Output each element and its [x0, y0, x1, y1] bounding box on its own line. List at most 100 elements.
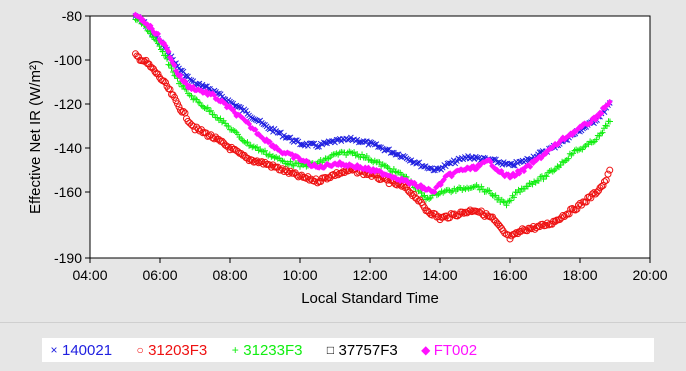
data-point [495, 195, 502, 202]
data-point [540, 176, 547, 183]
data-point [351, 149, 358, 156]
data-point [465, 153, 471, 159]
data-point [168, 65, 175, 72]
data-point [287, 134, 294, 141]
data-point [283, 168, 291, 176]
data-point [316, 143, 322, 150]
data-point [260, 121, 267, 128]
data-point [466, 206, 474, 214]
data-point [365, 141, 372, 148]
legend-item: +31233F3 [229, 342, 303, 359]
x-tick-label: 10:00 [282, 267, 317, 283]
data-point [413, 195, 421, 203]
data-point [196, 80, 203, 87]
data-point [160, 77, 168, 85]
data-point [532, 224, 540, 232]
data-point [511, 194, 517, 201]
data-point [371, 141, 378, 148]
y-axis-title: Effective Net IR (W/m²) [27, 60, 44, 214]
series-31203F3 [132, 50, 614, 243]
data-point [188, 93, 195, 100]
data-point [354, 136, 361, 143]
data-point [357, 139, 364, 145]
data-point [574, 201, 582, 209]
legend-marker-icon: ○ [136, 343, 144, 357]
data-point [535, 177, 542, 184]
data-point [398, 182, 406, 190]
x-axis-title: Local Standard Time [301, 290, 439, 307]
x-tick-label: 14:00 [422, 267, 457, 283]
data-point [507, 160, 513, 167]
data-point [337, 169, 345, 177]
data-point [363, 153, 370, 160]
data-point [154, 70, 162, 78]
data-point [235, 103, 241, 110]
data-point [277, 166, 285, 174]
data-point [204, 104, 211, 111]
data-point [162, 52, 169, 59]
data-point [262, 147, 268, 154]
y-tick-label: -100 [54, 52, 82, 68]
data-point [575, 125, 582, 132]
data-point [162, 79, 169, 87]
data-point [536, 149, 543, 156]
data-point [601, 178, 608, 186]
data-point [454, 158, 460, 164]
data-point [397, 154, 404, 160]
data-point [210, 135, 218, 143]
data-point [244, 139, 251, 146]
data-point [252, 126, 259, 133]
data-point [543, 219, 551, 227]
data-point [527, 163, 534, 170]
data-point [599, 129, 606, 136]
data-point [207, 107, 214, 114]
x-tick-label: 16:00 [492, 267, 527, 283]
data-point [199, 81, 206, 88]
data-point [165, 48, 172, 55]
data-point [598, 110, 605, 117]
data-point [599, 181, 607, 189]
data-point [314, 179, 321, 187]
series-FT002 [132, 11, 613, 195]
data-point [376, 159, 383, 166]
data-point [367, 139, 373, 145]
data-point [492, 192, 499, 199]
legend-item: □ 37757F3 [325, 342, 398, 359]
data-point [251, 116, 257, 122]
x-tick-label: 04:00 [72, 267, 107, 283]
legend-item: ◆ FT002 [420, 342, 477, 359]
data-point [571, 206, 579, 214]
y-tick-label: -120 [54, 96, 82, 112]
data-point [333, 136, 340, 143]
data-point [321, 174, 329, 182]
legend-item: ○ 31203F3 [134, 342, 207, 359]
data-point [588, 190, 596, 198]
legend: × 140021 ○ 31203F3 +31233F3 □ 37757F3 ◆ FT002 [42, 338, 654, 362]
data-point [175, 103, 183, 111]
legend-marker-icon: ◆ [421, 343, 431, 357]
legend-label: 140021 [62, 341, 113, 359]
data-point [468, 154, 474, 161]
data-point [573, 205, 581, 213]
legend-label: FT002 [433, 341, 478, 359]
data-point [159, 48, 166, 55]
data-point [293, 171, 301, 179]
data-point [180, 68, 187, 75]
data-point [421, 163, 427, 170]
x-tick-label: 12:00 [352, 267, 387, 283]
data-point [410, 159, 416, 166]
data-point [430, 167, 437, 174]
data-point [166, 85, 174, 93]
data-point [604, 123, 610, 130]
data-point [565, 210, 573, 218]
data-point [543, 173, 550, 180]
data-point [565, 155, 572, 162]
data-point [238, 104, 244, 111]
series-31233F3 [132, 15, 613, 209]
data-point [281, 132, 287, 139]
data-point [344, 136, 351, 143]
data-point [606, 166, 614, 174]
data-point [421, 192, 428, 199]
legend-marker-icon: × [50, 343, 58, 357]
data-point [524, 183, 531, 190]
